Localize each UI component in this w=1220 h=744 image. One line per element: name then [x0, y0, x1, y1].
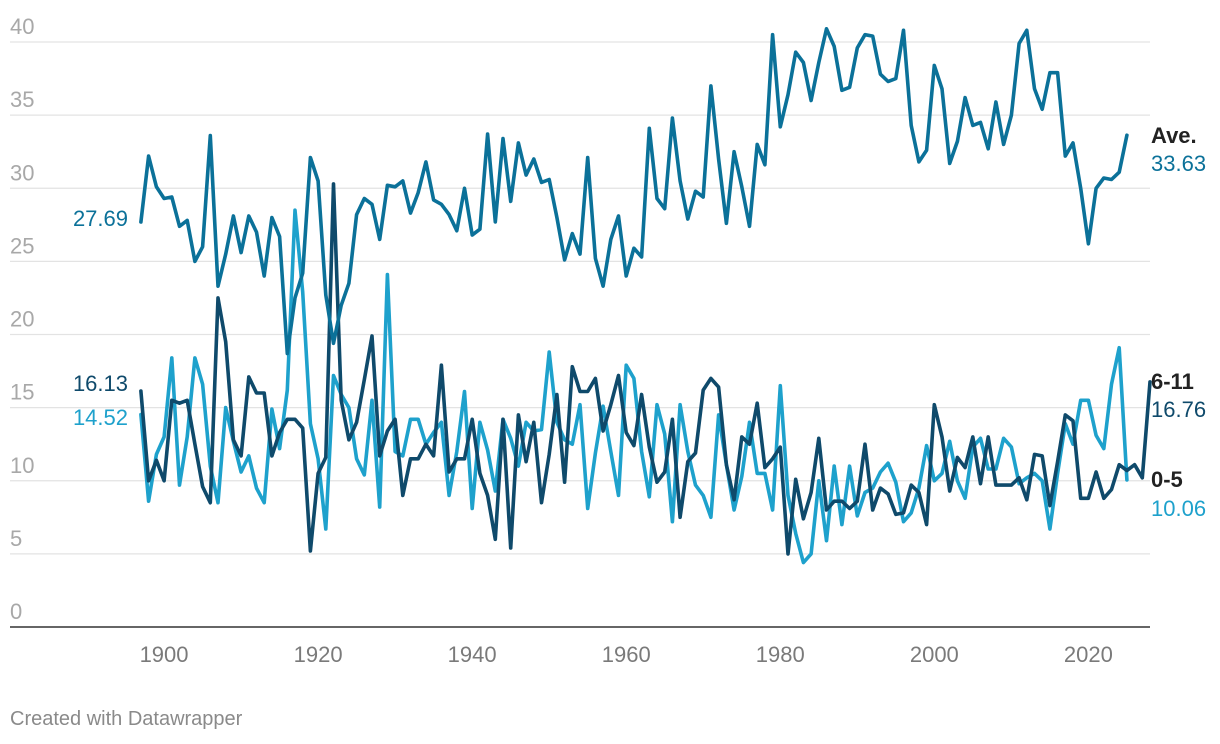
x-axis: 1900 1920 1940 1960 1980 2000 2020 [10, 626, 1150, 667]
series-line-ave [139, 26, 1129, 356]
x-tick-label: 1920 [294, 642, 343, 667]
series-name-ave: Ave. [1151, 123, 1197, 148]
y-tick-label: 10 [10, 453, 34, 478]
y-tick-label: 25 [10, 233, 34, 258]
x-tick-label: 1960 [602, 642, 651, 667]
y-tick-label: 0 [10, 599, 22, 624]
x-tick-label: 1900 [140, 642, 189, 667]
series-lines [139, 26, 1152, 565]
y-tick-label: 40 [10, 14, 34, 39]
x-tick-label: 2000 [910, 642, 959, 667]
series-name-0-5: 0-5 [1151, 467, 1183, 492]
end-label-6-11: 16.76 [1151, 397, 1206, 422]
start-label-ave: 27.69 [73, 206, 128, 231]
credit-text: Created with Datawrapper [10, 708, 243, 730]
series-line-0-5 [139, 208, 1129, 565]
y-tick-label: 15 [10, 380, 34, 405]
end-label-0-5: 10.06 [1151, 496, 1206, 521]
x-tick-label: 2020 [1064, 642, 1113, 667]
x-tick-label: 1980 [756, 642, 805, 667]
y-tick-label: 20 [10, 307, 34, 332]
line-chart: 0 5 10 15 20 25 30 35 40 1900 1920 1940 1960 1980 200… [10, 14, 1206, 667]
y-tick-label: 30 [10, 160, 34, 185]
y-tick-label: 5 [10, 526, 22, 551]
x-tick-label: 1940 [448, 642, 497, 667]
start-label-6-11: 16.13 [73, 371, 128, 396]
line-labels: 27.69 Ave. 33.63 16.13 6-11 16.76 14.52 0-5 10.0… [73, 123, 1206, 521]
series-name-6-11: 6-11 [1151, 369, 1194, 394]
end-label-ave: 33.63 [1151, 151, 1206, 176]
y-tick-label: 35 [10, 87, 34, 112]
y-axis: 0 5 10 15 20 25 30 35 40 [10, 14, 34, 624]
start-label-0-5: 14.52 [73, 405, 128, 430]
series-line-6-11 [139, 182, 1152, 556]
